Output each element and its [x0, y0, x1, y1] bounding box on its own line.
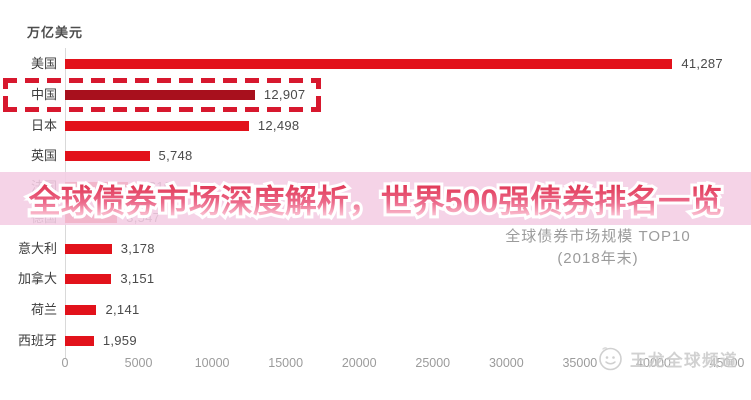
bar [65, 89, 255, 100]
category-label: 加拿大 [17, 271, 57, 287]
x-axis-tick-label: 5000 [124, 356, 153, 370]
value-label: 5,748 [158, 148, 193, 164]
headline-title-text: 全球债券市场深度解析，世界500强债券排名一览 [28, 182, 723, 219]
value-label: 41,287 [681, 56, 723, 71]
smiley-logo-icon [597, 345, 624, 372]
x-axis-tick-label: 20000 [341, 356, 377, 370]
category-label: 西班牙 [17, 332, 57, 348]
chart-subtitle-line2: (2018年末) [557, 250, 639, 267]
value-label: 1,959 [102, 332, 137, 348]
x-axis-tick-label: 40000 [636, 356, 671, 370]
category-label: 荷兰 [30, 302, 57, 318]
value-label: 12,498 [257, 117, 300, 133]
category-label: 意大利 [17, 240, 57, 256]
bar [65, 120, 249, 131]
channel-watermark-text: 王龙全球频道 [630, 351, 738, 370]
x-axis-tick-label: 35000 [562, 356, 598, 370]
headline-banner: 全球债券市场深度解析，世界500强债券排名一览 全球债券市场深度解析，世界500… [0, 172, 751, 225]
headline-title: 全球债券市场深度解析，世界500强债券排名一览 全球债券市场深度解析，世界500… [26, 176, 725, 222]
value-label: 2,141 [105, 302, 140, 318]
bar [65, 243, 112, 254]
bar [65, 305, 97, 316]
highlight-box-edge [3, 78, 321, 83]
chart-subtitle-line1: 全球债券市场规模 TOP10 [505, 228, 691, 245]
bar [65, 274, 112, 285]
x-axis-tick-label: 25000 [415, 356, 451, 370]
x-axis-tick-label: 45000 [709, 356, 745, 370]
value-label: 3,151 [120, 271, 155, 287]
axis-unit-label: 万亿美元 [27, 25, 84, 40]
bar [65, 151, 150, 162]
category-label: 英国 [30, 148, 57, 164]
highlight-box-edge [3, 107, 321, 112]
value-label: 3,178 [120, 240, 155, 256]
category-label: 日本 [30, 117, 57, 133]
bar [65, 59, 673, 69]
channel-watermark: 王龙全球频道 [597, 345, 738, 372]
china-highlight-box [3, 78, 321, 112]
category-label: 美国 [30, 56, 57, 71]
x-axis-tick-label: 15000 [268, 356, 304, 370]
x-axis-tick-label: 10000 [194, 356, 230, 370]
value-label: 12,907 [263, 86, 306, 102]
headline-title-outline: 全球债券市场深度解析，世界500强债券排名一览 [26, 176, 725, 222]
x-axis-tick-label: 0 [61, 356, 69, 370]
bar [65, 335, 94, 346]
highlight-box-edge [316, 78, 321, 112]
x-axis-tick-label: 30000 [488, 356, 524, 370]
highlight-box-edge [3, 78, 8, 112]
category-label: 中国 [30, 86, 57, 102]
chart-subtitle: 全球债券市场规模 TOP10 (2018年末) [478, 226, 718, 270]
